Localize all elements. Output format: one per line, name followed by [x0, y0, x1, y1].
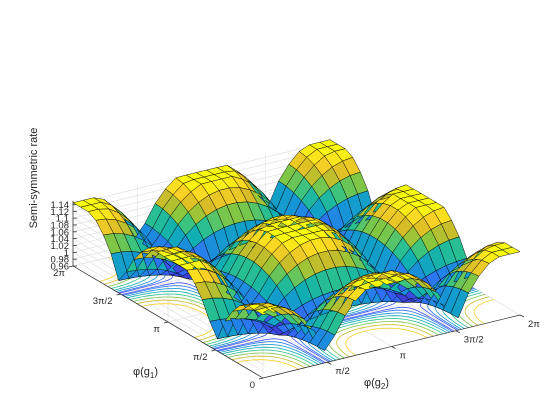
x-tick-3: [519, 314, 525, 318]
z-axis-label: Semi-symmetric rate: [28, 128, 40, 229]
y-axis-label: φ(g1): [133, 366, 158, 380]
z-tick-label-5: 1.06: [51, 227, 70, 238]
y-tick-4: [68, 265, 74, 268]
x-tick-label-0: π/2: [335, 366, 349, 377]
x-tick-label-1: π: [400, 350, 407, 361]
y-tick-1: [211, 349, 216, 352]
y-tick-label-2: π: [153, 324, 160, 335]
x-tick-2: [455, 330, 460, 334]
z-tick-label-2: 1: [64, 248, 69, 259]
y-tick-3: [116, 293, 121, 296]
surface-patch-0-24: [501, 246, 521, 255]
axes-layer: [68, 201, 525, 380]
y-tick-2: [163, 321, 169, 324]
z-tick-label-8: 1.12: [51, 207, 70, 218]
x-tick-1: [391, 346, 396, 349]
x-axis-label: φ(g2): [364, 377, 389, 391]
y-tick-label-0: 0: [250, 380, 255, 391]
y-tick-label-3: 3π/2: [93, 296, 113, 307]
y-axis-line: [72, 265, 264, 379]
z-tick-label-7: 1.1: [56, 214, 69, 225]
z-tick-label-6: 1.08: [51, 220, 70, 231]
x-tick-label-3: 2π: [528, 319, 540, 330]
surface-layer: [72, 139, 521, 351]
y-tick-label-4: 2π: [53, 268, 65, 279]
z-tick-label-4: 1.04: [51, 234, 70, 245]
z-tick-label-3: 1.02: [51, 241, 70, 252]
y-tick-label-1: π/2: [193, 352, 207, 363]
x-tick-0: [327, 361, 332, 365]
x-axis-line: [262, 314, 521, 379]
labels-layer: π/2π3π/22π0π/2π3π/22π0.960.9811.021.041.…: [51, 200, 541, 391]
z-tick-label-0: 0.96: [51, 262, 70, 273]
y-tick-0: [258, 377, 264, 380]
z-tick-label-9: 1.14: [51, 200, 70, 211]
x-tick-label-2: 3π/2: [464, 335, 484, 346]
z-tick-label-1: 0.98: [51, 255, 70, 266]
